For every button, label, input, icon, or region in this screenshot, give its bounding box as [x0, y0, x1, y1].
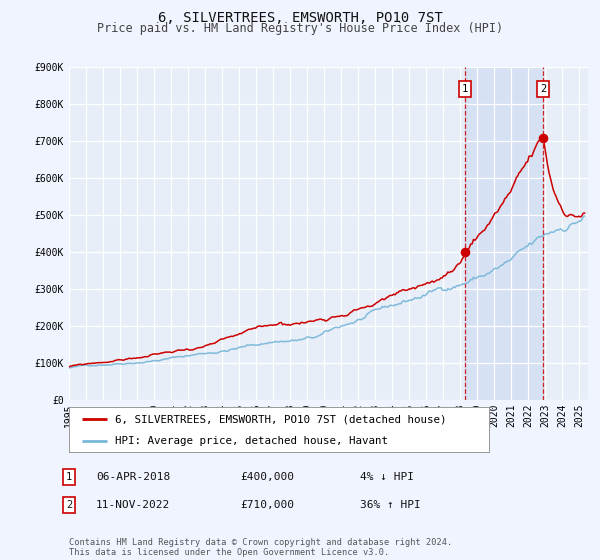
Point	[538, 133, 548, 142]
Bar	[465, 67, 543, 400]
Text: 6, SILVERTREES, EMSWORTH, PO10 7ST: 6, SILVERTREES, EMSWORTH, PO10 7ST	[158, 11, 442, 25]
Text: £710,000: £710,000	[240, 500, 294, 510]
Text: 6, SILVERTREES, EMSWORTH, PO10 7ST (detached house): 6, SILVERTREES, EMSWORTH, PO10 7ST (deta…	[115, 414, 446, 424]
Text: Price paid vs. HM Land Registry's House Price Index (HPI): Price paid vs. HM Land Registry's House …	[97, 22, 503, 35]
Text: 06-APR-2018: 06-APR-2018	[96, 472, 170, 482]
Text: 4% ↓ HPI: 4% ↓ HPI	[360, 472, 414, 482]
Text: 2: 2	[540, 85, 547, 95]
Text: 36% ↑ HPI: 36% ↑ HPI	[360, 500, 421, 510]
Text: 1: 1	[462, 85, 468, 95]
Text: 11-NOV-2022: 11-NOV-2022	[96, 500, 170, 510]
Text: 2: 2	[66, 500, 72, 510]
Text: Contains HM Land Registry data © Crown copyright and database right 2024.
This d: Contains HM Land Registry data © Crown c…	[69, 538, 452, 557]
Text: 1: 1	[66, 472, 72, 482]
Text: HPI: Average price, detached house, Havant: HPI: Average price, detached house, Hava…	[115, 436, 388, 446]
Point	[460, 248, 470, 257]
Text: £400,000: £400,000	[240, 472, 294, 482]
